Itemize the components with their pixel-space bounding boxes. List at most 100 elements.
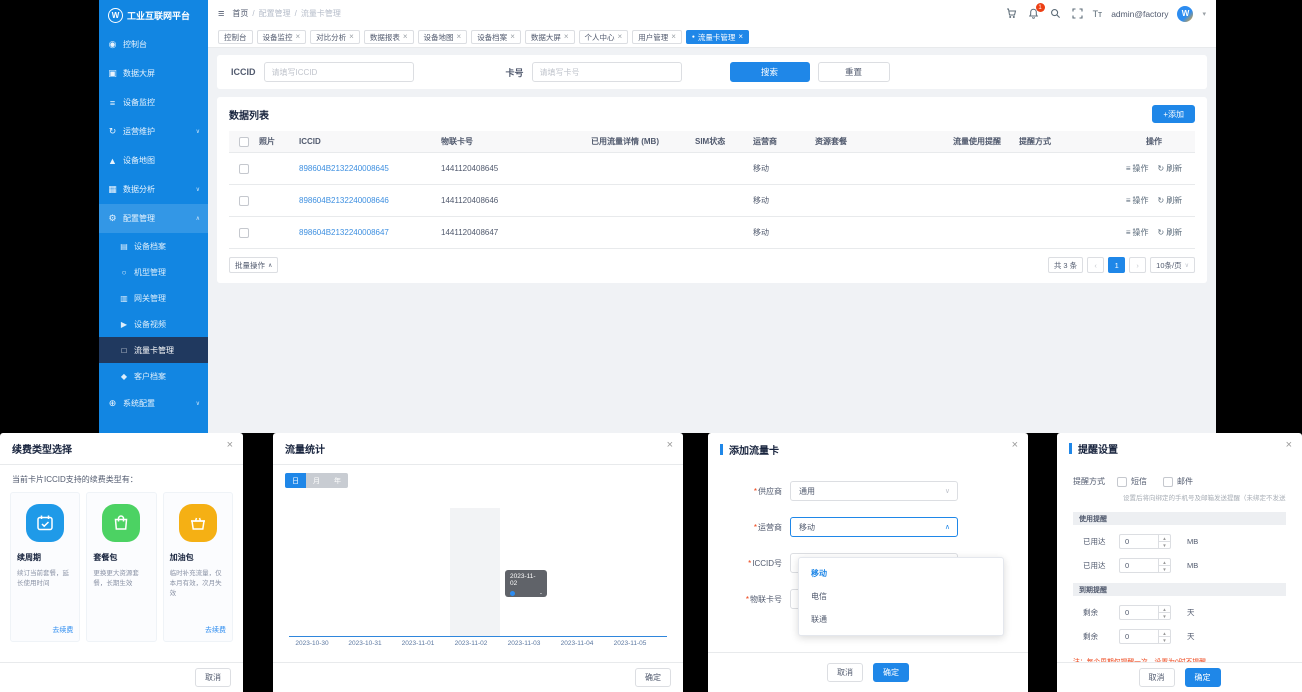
sidebar-sub-model-mgmt[interactable]: ○ 机型管理 — [99, 259, 208, 285]
row-refresh[interactable]: ↻ 刷新 — [1157, 195, 1182, 206]
close-icon[interactable]: × — [510, 32, 515, 41]
close-icon[interactable]: × — [666, 439, 673, 451]
tab-device-monitor[interactable]: 设备监控 × — [256, 30, 307, 44]
avatar[interactable]: W — [1177, 5, 1194, 22]
email-checkbox[interactable] — [1163, 476, 1173, 487]
option-mobile[interactable]: 移动 — [811, 569, 827, 578]
tab-personal-center[interactable]: 个人中心 × — [578, 30, 629, 44]
close-icon[interactable]: × — [738, 32, 744, 41]
toggle-day[interactable]: 日 — [285, 473, 306, 488]
notification-bell-icon[interactable]: 1 — [1027, 3, 1045, 20]
add-confirm-button[interactable]: 确定 — [873, 663, 909, 682]
add-cancel-button[interactable]: 取消 — [827, 663, 863, 682]
sms-checkbox[interactable] — [1117, 476, 1127, 487]
tab-console[interactable]: 控制台 — [218, 30, 253, 44]
close-icon[interactable]: × — [617, 32, 623, 41]
close-icon[interactable]: × — [402, 32, 408, 41]
go-renew-link[interactable]: 去续费 — [204, 627, 226, 634]
go-renew-link[interactable]: 去续费 — [52, 627, 74, 634]
row-refresh[interactable]: ↻ 刷新 — [1157, 163, 1182, 174]
close-icon[interactable]: × — [226, 439, 233, 451]
renew-card-cycle[interactable]: 续周期 续订当前套餐，延长使用时间 去续费 — [10, 492, 81, 642]
toggle-year[interactable]: 年 — [327, 473, 348, 488]
batch-actions-button[interactable]: 批量操作 ∧ — [229, 257, 279, 273]
operator-select[interactable]: 移动 ∧ — [790, 517, 958, 537]
user-menu-caret-icon[interactable]: ▾ — [1202, 10, 1206, 18]
stats-confirm-button[interactable]: 确定 — [635, 668, 671, 687]
close-icon[interactable]: × — [671, 32, 676, 41]
row-checkbox[interactable] — [239, 163, 249, 174]
close-icon[interactable]: × — [1285, 439, 1292, 451]
stepper-up-icon[interactable]: ▲ — [1162, 606, 1167, 612]
sidebar-item-bigscreen[interactable]: ▣ 数据大屏 — [99, 59, 208, 88]
row-checkbox[interactable] — [239, 195, 249, 206]
row-checkbox[interactable] — [239, 227, 249, 238]
card-no-search-input[interactable] — [531, 62, 682, 82]
breadcrumb-home[interactable]: 首页 — [232, 9, 249, 18]
sidebar-sub-device-video[interactable]: ▶ 设备视频 — [99, 311, 208, 337]
close-icon[interactable]: × — [295, 32, 301, 41]
sidebar-item-config[interactable]: ⚙ 配置管理 ∧ — [99, 204, 208, 233]
select-all-checkbox[interactable] — [239, 136, 249, 147]
sidebar-sub-sim-card-mgmt[interactable]: □ 流量卡管理 — [99, 337, 208, 363]
sidebar-sub-customer-archive[interactable]: ◆ 客户档案 — [99, 363, 208, 389]
pagination-prev[interactable]: ‹ — [1087, 257, 1105, 273]
toggle-month[interactable]: 月 — [306, 473, 327, 488]
iccid-link[interactable]: 898604B2132240008646 — [299, 196, 389, 205]
reset-button[interactable]: 重置 — [817, 62, 890, 82]
iccid-link[interactable]: 898604B2132240008647 — [299, 228, 389, 237]
stepper-up-icon[interactable]: ▲ — [1162, 535, 1167, 541]
stepper-down-icon[interactable]: ▼ — [1159, 612, 1170, 619]
tab-device-archive[interactable]: 设备档案 × — [471, 30, 521, 44]
renew-card-package[interactable]: 套餐包 更换更大资源套餐，长期生效 — [86, 492, 157, 642]
sidebar-item-system-config[interactable]: ⊕ 系统配置 ∨ — [99, 389, 208, 418]
cart-icon[interactable] — [1005, 7, 1018, 20]
fullscreen-icon[interactable] — [1071, 7, 1084, 20]
stepper-down-icon[interactable]: ▼ — [1159, 636, 1170, 643]
close-icon[interactable]: × — [349, 32, 354, 41]
row-action-menu[interactable]: ≡ 操作 — [1126, 227, 1149, 238]
sidebar-item-device-map[interactable]: ▲ 设备地图 — [99, 146, 208, 175]
page-size-select[interactable]: 10条/页 ∨ — [1150, 257, 1195, 273]
sidebar-item-device-monitor[interactable]: ≡ 设备监控 — [99, 88, 208, 117]
tab-compare-analysis[interactable]: 对比分析 × — [310, 30, 360, 44]
sidebar-item-data-analysis[interactable]: ▦ 数据分析 ∨ — [99, 175, 208, 204]
sidebar-item-console[interactable]: ◉ 控制台 — [99, 30, 208, 59]
stepper-down-icon[interactable]: ▼ — [1159, 541, 1170, 548]
sidebar-item-operations[interactable]: ↻ 运营维护 ∨ — [99, 117, 208, 146]
stepper-up-icon[interactable]: ▲ — [1162, 630, 1167, 636]
tab-user-mgmt[interactable]: 用户管理 × — [632, 30, 682, 44]
search-icon[interactable] — [1049, 7, 1062, 20]
supplier-select[interactable]: 通用 ∨ — [790, 481, 958, 501]
iccid-search-input[interactable] — [263, 62, 414, 82]
stepper-up-icon[interactable]: ▲ — [1162, 559, 1167, 565]
row-action-menu[interactable]: ≡ 操作 — [1126, 195, 1149, 206]
close-icon[interactable]: × — [563, 32, 569, 41]
row-refresh[interactable]: ↻ 刷新 — [1157, 227, 1182, 238]
tab-device-map[interactable]: 设备地图 × — [417, 30, 468, 44]
row-action-menu[interactable]: ≡ 操作 — [1126, 163, 1149, 174]
option-unicom[interactable]: 联通 — [811, 615, 827, 624]
days-left-stepper[interactable]: 0 ▲ ▼ — [1119, 605, 1171, 620]
close-icon[interactable]: × — [1011, 439, 1018, 451]
usage-threshold-stepper[interactable]: 0 ▲ ▼ — [1119, 558, 1171, 573]
sidebar-sub-device-archive[interactable]: ▤ 设备档案 — [99, 233, 208, 259]
username[interactable]: admin@factory — [1111, 8, 1169, 19]
font-size-icon[interactable]: Tт — [1092, 8, 1103, 19]
iccid-link[interactable]: 898604B2132240008645 — [299, 164, 389, 173]
add-button[interactable]: +添加 — [1152, 105, 1195, 123]
sidebar-sub-gateway-mgmt[interactable]: ▥ 网关管理 — [99, 285, 208, 311]
stepper-down-icon[interactable]: ▼ — [1159, 565, 1170, 572]
remind-cancel-button[interactable]: 取消 — [1138, 668, 1175, 687]
renew-cancel-button[interactable]: 取消 — [195, 668, 231, 687]
menu-collapse-icon[interactable]: ≡ — [218, 7, 225, 20]
search-button[interactable]: 搜索 — [729, 62, 810, 82]
tab-sim-card-mgmt-active[interactable]: ● 流量卡管理 × — [685, 30, 750, 44]
tab-bigscreen[interactable]: 数据大屏 × — [524, 30, 575, 44]
breadcrumb-config[interactable]: 配置管理 — [258, 9, 291, 18]
pagination-next[interactable]: › — [1129, 257, 1147, 273]
traffic-chart[interactable]: 2023-11-02 - 2023-10-30 2023-10-31 2023-… — [283, 489, 673, 659]
remind-confirm-button[interactable]: 确定 — [1184, 668, 1221, 687]
tab-data-report[interactable]: 数据报表 × — [363, 30, 414, 44]
pagination-page-1[interactable]: 1 — [1108, 257, 1126, 273]
